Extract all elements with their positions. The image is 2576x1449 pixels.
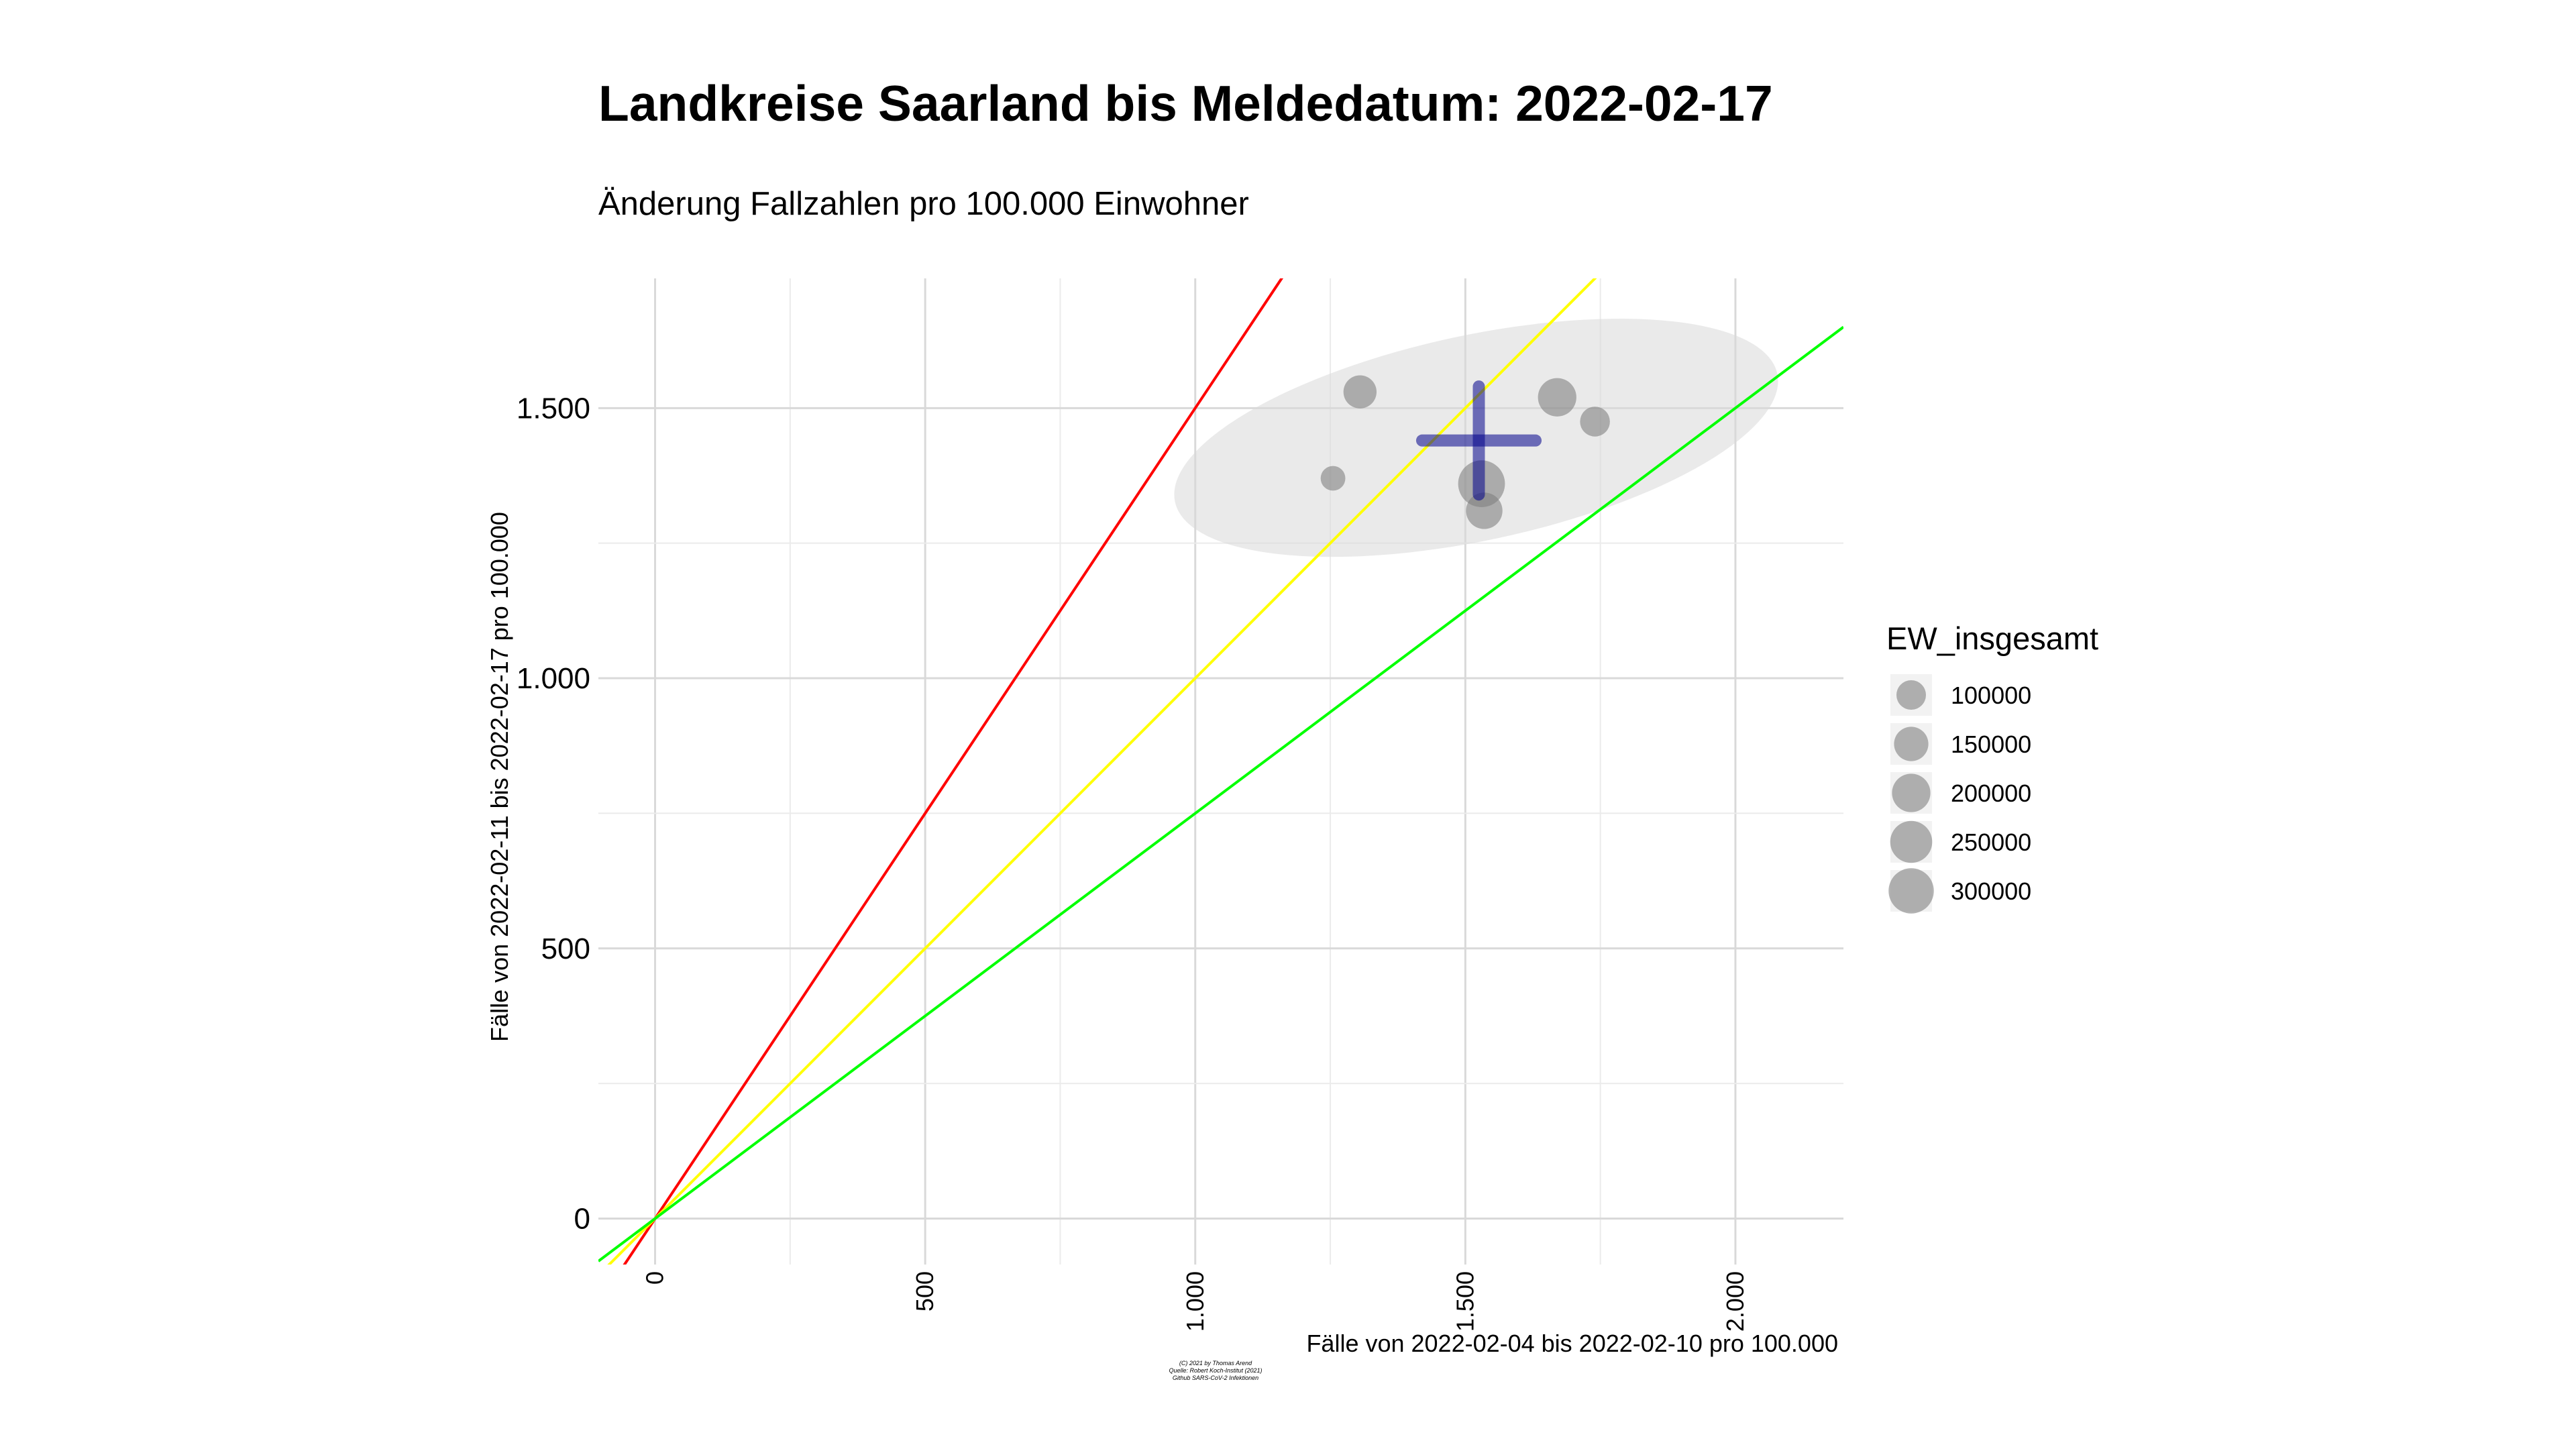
legend-label-3: 250000 — [1951, 828, 2031, 856]
legend-label-2: 200000 — [1951, 780, 2031, 807]
plot-area — [598, 278, 1843, 1265]
data-point-0 — [1320, 466, 1346, 491]
x-tick-label: 0 — [641, 1271, 669, 1285]
reference-lines — [598, 278, 1843, 1265]
y-tick-label: 500 — [541, 932, 590, 965]
x-tick-labels: 0 500 1.000 1.500 2.000 — [641, 1271, 1749, 1332]
caption-line-1: Quelle: Robert Koch-Institut (2021) — [1169, 1367, 1262, 1374]
legend: EW_insgesamt 100000 150000 200000 250000 300… — [1886, 621, 2098, 914]
reference-line-1 — [607, 278, 1597, 1265]
x-tick-label: 1.000 — [1181, 1271, 1209, 1332]
data-point-4 — [1580, 407, 1610, 437]
data-point-1 — [1343, 375, 1377, 409]
chart-subtitle: Änderung Fallzahlen pro 100.000 Einwohne… — [598, 186, 1249, 222]
legend-label-4: 300000 — [1951, 877, 2031, 905]
x-axis-label: Fälle von 2022-02-04 bis 2022-02-10 pro … — [1306, 1330, 1838, 1357]
y-tick-label: 1.500 — [517, 392, 590, 425]
legend-key-0 — [1896, 680, 1926, 710]
y-axis-label: Fälle von 2022-02-11 bis 2022-02-17 pro … — [486, 512, 513, 1042]
data-point-5 — [1466, 492, 1503, 529]
legend-label-0: 100000 — [1951, 682, 2031, 709]
reference-line-2 — [598, 325, 1843, 1263]
legend-key-2 — [1892, 773, 1931, 812]
legend-key-3 — [1890, 820, 1933, 863]
mean-cross-layer — [1415, 380, 1542, 501]
reference-line-0 — [623, 278, 1283, 1265]
chart-title: Landkreise Saarland bis Meldedatum: 2022… — [598, 75, 1773, 131]
x-tick-label: 2.000 — [1721, 1271, 1749, 1332]
legend-entries: 100000 150000 200000 250000 300000 — [1888, 674, 2031, 914]
legend-key-1 — [1894, 727, 1929, 761]
legend-title: EW_insgesamt — [1886, 621, 2098, 656]
data-point-3 — [1538, 378, 1576, 417]
y-tick-label: 1.000 — [517, 662, 590, 695]
points-layer — [1320, 375, 1610, 529]
x-tick-label: 1.500 — [1451, 1271, 1479, 1332]
grid — [598, 278, 1843, 1265]
legend-key-4 — [1888, 868, 1934, 914]
caption-line-0: (C) 2021 by Thomas Arend — [1179, 1360, 1252, 1366]
y-tick-labels: 0 500 1.000 1.500 — [517, 392, 590, 1235]
caption-line-2: Github SARS-CoV-2 Infektionen — [1173, 1375, 1258, 1381]
y-tick-label: 0 — [574, 1203, 590, 1236]
x-tick-label: 500 — [911, 1271, 938, 1311]
legend-label-1: 150000 — [1951, 731, 2031, 758]
